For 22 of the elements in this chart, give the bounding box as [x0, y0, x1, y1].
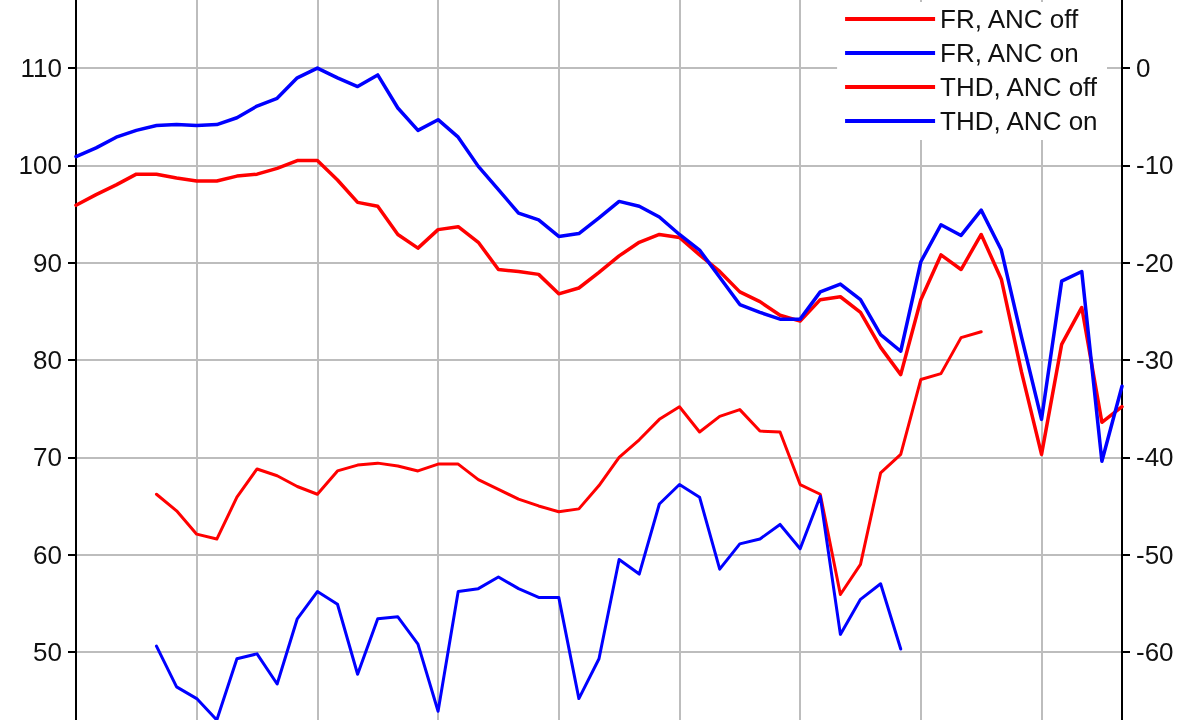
y-tick-label: 60	[33, 539, 62, 570]
line-series	[74, 158, 1124, 457]
y2-tick-label: -20	[1136, 247, 1174, 278]
y2-tick-label: -10	[1136, 150, 1174, 181]
y2-tick-label: -60	[1136, 636, 1174, 667]
y-tick-label: 50	[33, 636, 62, 667]
y-tick-label: 80	[33, 345, 62, 375]
line-series	[154, 330, 983, 596]
y-tick-label: 90	[33, 247, 62, 278]
legend-label: FR, ANC on	[940, 38, 1079, 68]
y2-tick-label: -50	[1136, 539, 1174, 570]
legend-label: FR, ANC off	[940, 4, 1080, 34]
y2-tick-label: -40	[1136, 442, 1174, 473]
line-series	[154, 483, 903, 720]
y-tick-label: 110	[20, 53, 62, 84]
y2-tick-label: -30	[1136, 345, 1174, 375]
legend-label: THD, ANC off	[940, 72, 1098, 102]
y-tick-label: 100	[18, 150, 62, 181]
y2-tick-label: 0	[1136, 53, 1151, 84]
legend-label: THD, ANC on	[940, 106, 1098, 136]
y-tick-label: 70	[33, 442, 62, 473]
line-series	[74, 66, 1124, 463]
